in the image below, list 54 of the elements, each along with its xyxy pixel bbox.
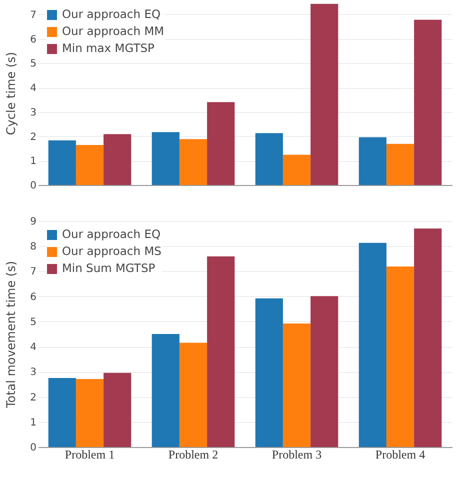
bar — [104, 134, 132, 185]
x-tick-label: Problem 4 — [375, 448, 426, 462]
y-tick-label: 2 — [30, 132, 36, 143]
y-axis-title: Total movement time (s) — [4, 260, 18, 410]
y-tick-label: 2 — [30, 392, 36, 404]
bar — [48, 378, 76, 447]
y-tick-label: 3 — [30, 107, 36, 118]
bar — [282, 323, 311, 447]
y-tick-label: 1 — [30, 417, 36, 428]
bar — [414, 228, 442, 447]
bar — [358, 137, 386, 185]
legend-label: Our approach EQ — [62, 7, 161, 21]
y-tick-label: 4 — [30, 83, 36, 94]
bar — [207, 256, 235, 447]
y-tick-label: 1 — [30, 156, 36, 168]
bar — [152, 132, 180, 185]
y-tick-label: 9 — [30, 216, 36, 228]
x-tick-label: Problem 1 — [64, 448, 115, 462]
y-tick-label: 7 — [30, 266, 36, 278]
bar — [207, 102, 235, 185]
legend-label: Our approach MM — [62, 24, 164, 38]
x-tick-label: Problem 2 — [168, 448, 218, 462]
legend-label: Min Sum MGTSP — [62, 261, 156, 275]
bar — [255, 298, 283, 447]
bar — [152, 334, 180, 447]
bar — [76, 378, 104, 447]
bar — [179, 342, 208, 447]
bar — [255, 133, 283, 185]
y-tick-label: 8 — [30, 242, 36, 253]
y-tick-label: 3 — [30, 367, 36, 378]
y-tick-label: 0 — [30, 180, 36, 192]
bar — [104, 372, 132, 447]
bar — [76, 145, 104, 185]
legend-label: Our approach EQ — [62, 227, 161, 241]
bar — [310, 296, 338, 447]
bar — [310, 4, 338, 185]
bar — [282, 154, 311, 185]
x-tick-label: Problem 3 — [272, 448, 322, 462]
bar — [386, 266, 414, 447]
y-tick-label: 5 — [30, 316, 36, 328]
y-tick-label: 6 — [30, 34, 36, 46]
bar — [179, 139, 208, 185]
y-axis-title: Cycle time (s) — [4, 52, 18, 136]
bar — [358, 242, 386, 447]
bar — [414, 20, 442, 185]
legend-label: Min max MGTSP — [62, 41, 155, 55]
y-tick-label: 7 — [30, 10, 36, 21]
legend-label: Our approach MS — [62, 244, 162, 258]
y-tick-label: 5 — [30, 58, 36, 70]
y-tick-label: 6 — [30, 292, 36, 303]
bar — [386, 144, 414, 185]
y-tick-label: 0 — [30, 442, 36, 454]
bar — [48, 140, 76, 185]
y-tick-label: 4 — [30, 342, 36, 354]
